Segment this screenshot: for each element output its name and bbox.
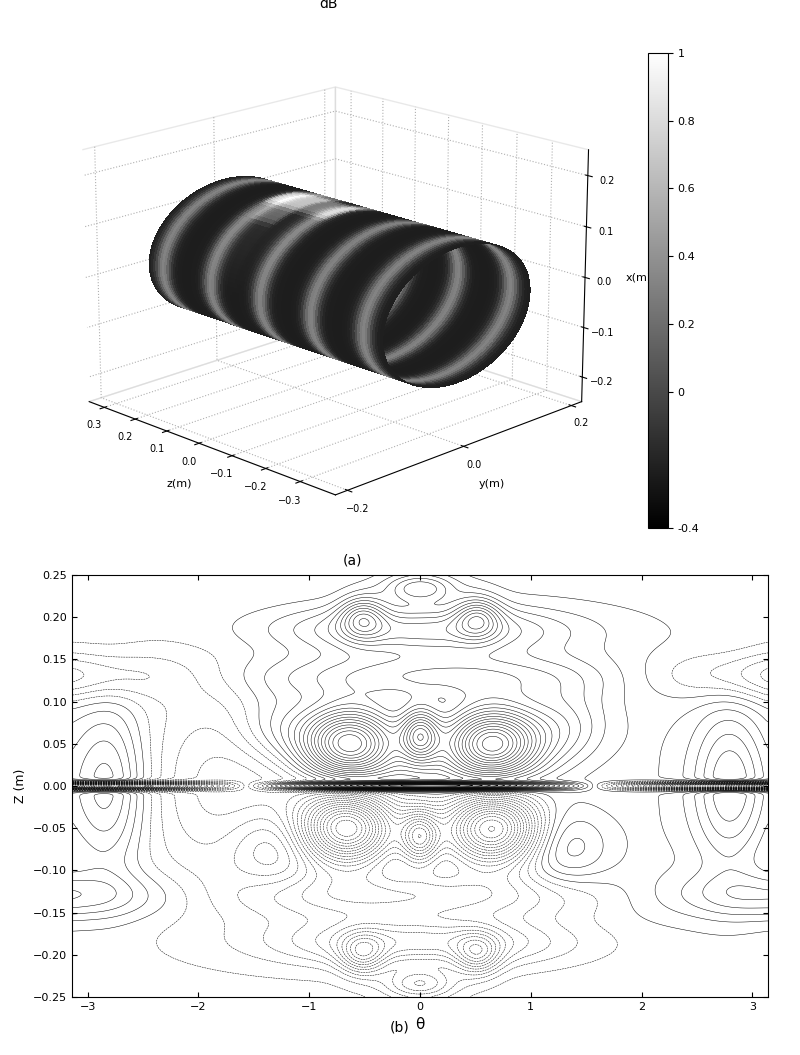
Y-axis label: y(m): y(m) bbox=[478, 479, 505, 488]
Text: (a): (a) bbox=[342, 554, 362, 568]
X-axis label: z(m): z(m) bbox=[166, 479, 192, 488]
Title: dB: dB bbox=[318, 0, 338, 11]
Text: (b): (b) bbox=[390, 1021, 410, 1035]
Y-axis label: Z (m): Z (m) bbox=[14, 769, 27, 803]
X-axis label: θ: θ bbox=[415, 1017, 425, 1033]
